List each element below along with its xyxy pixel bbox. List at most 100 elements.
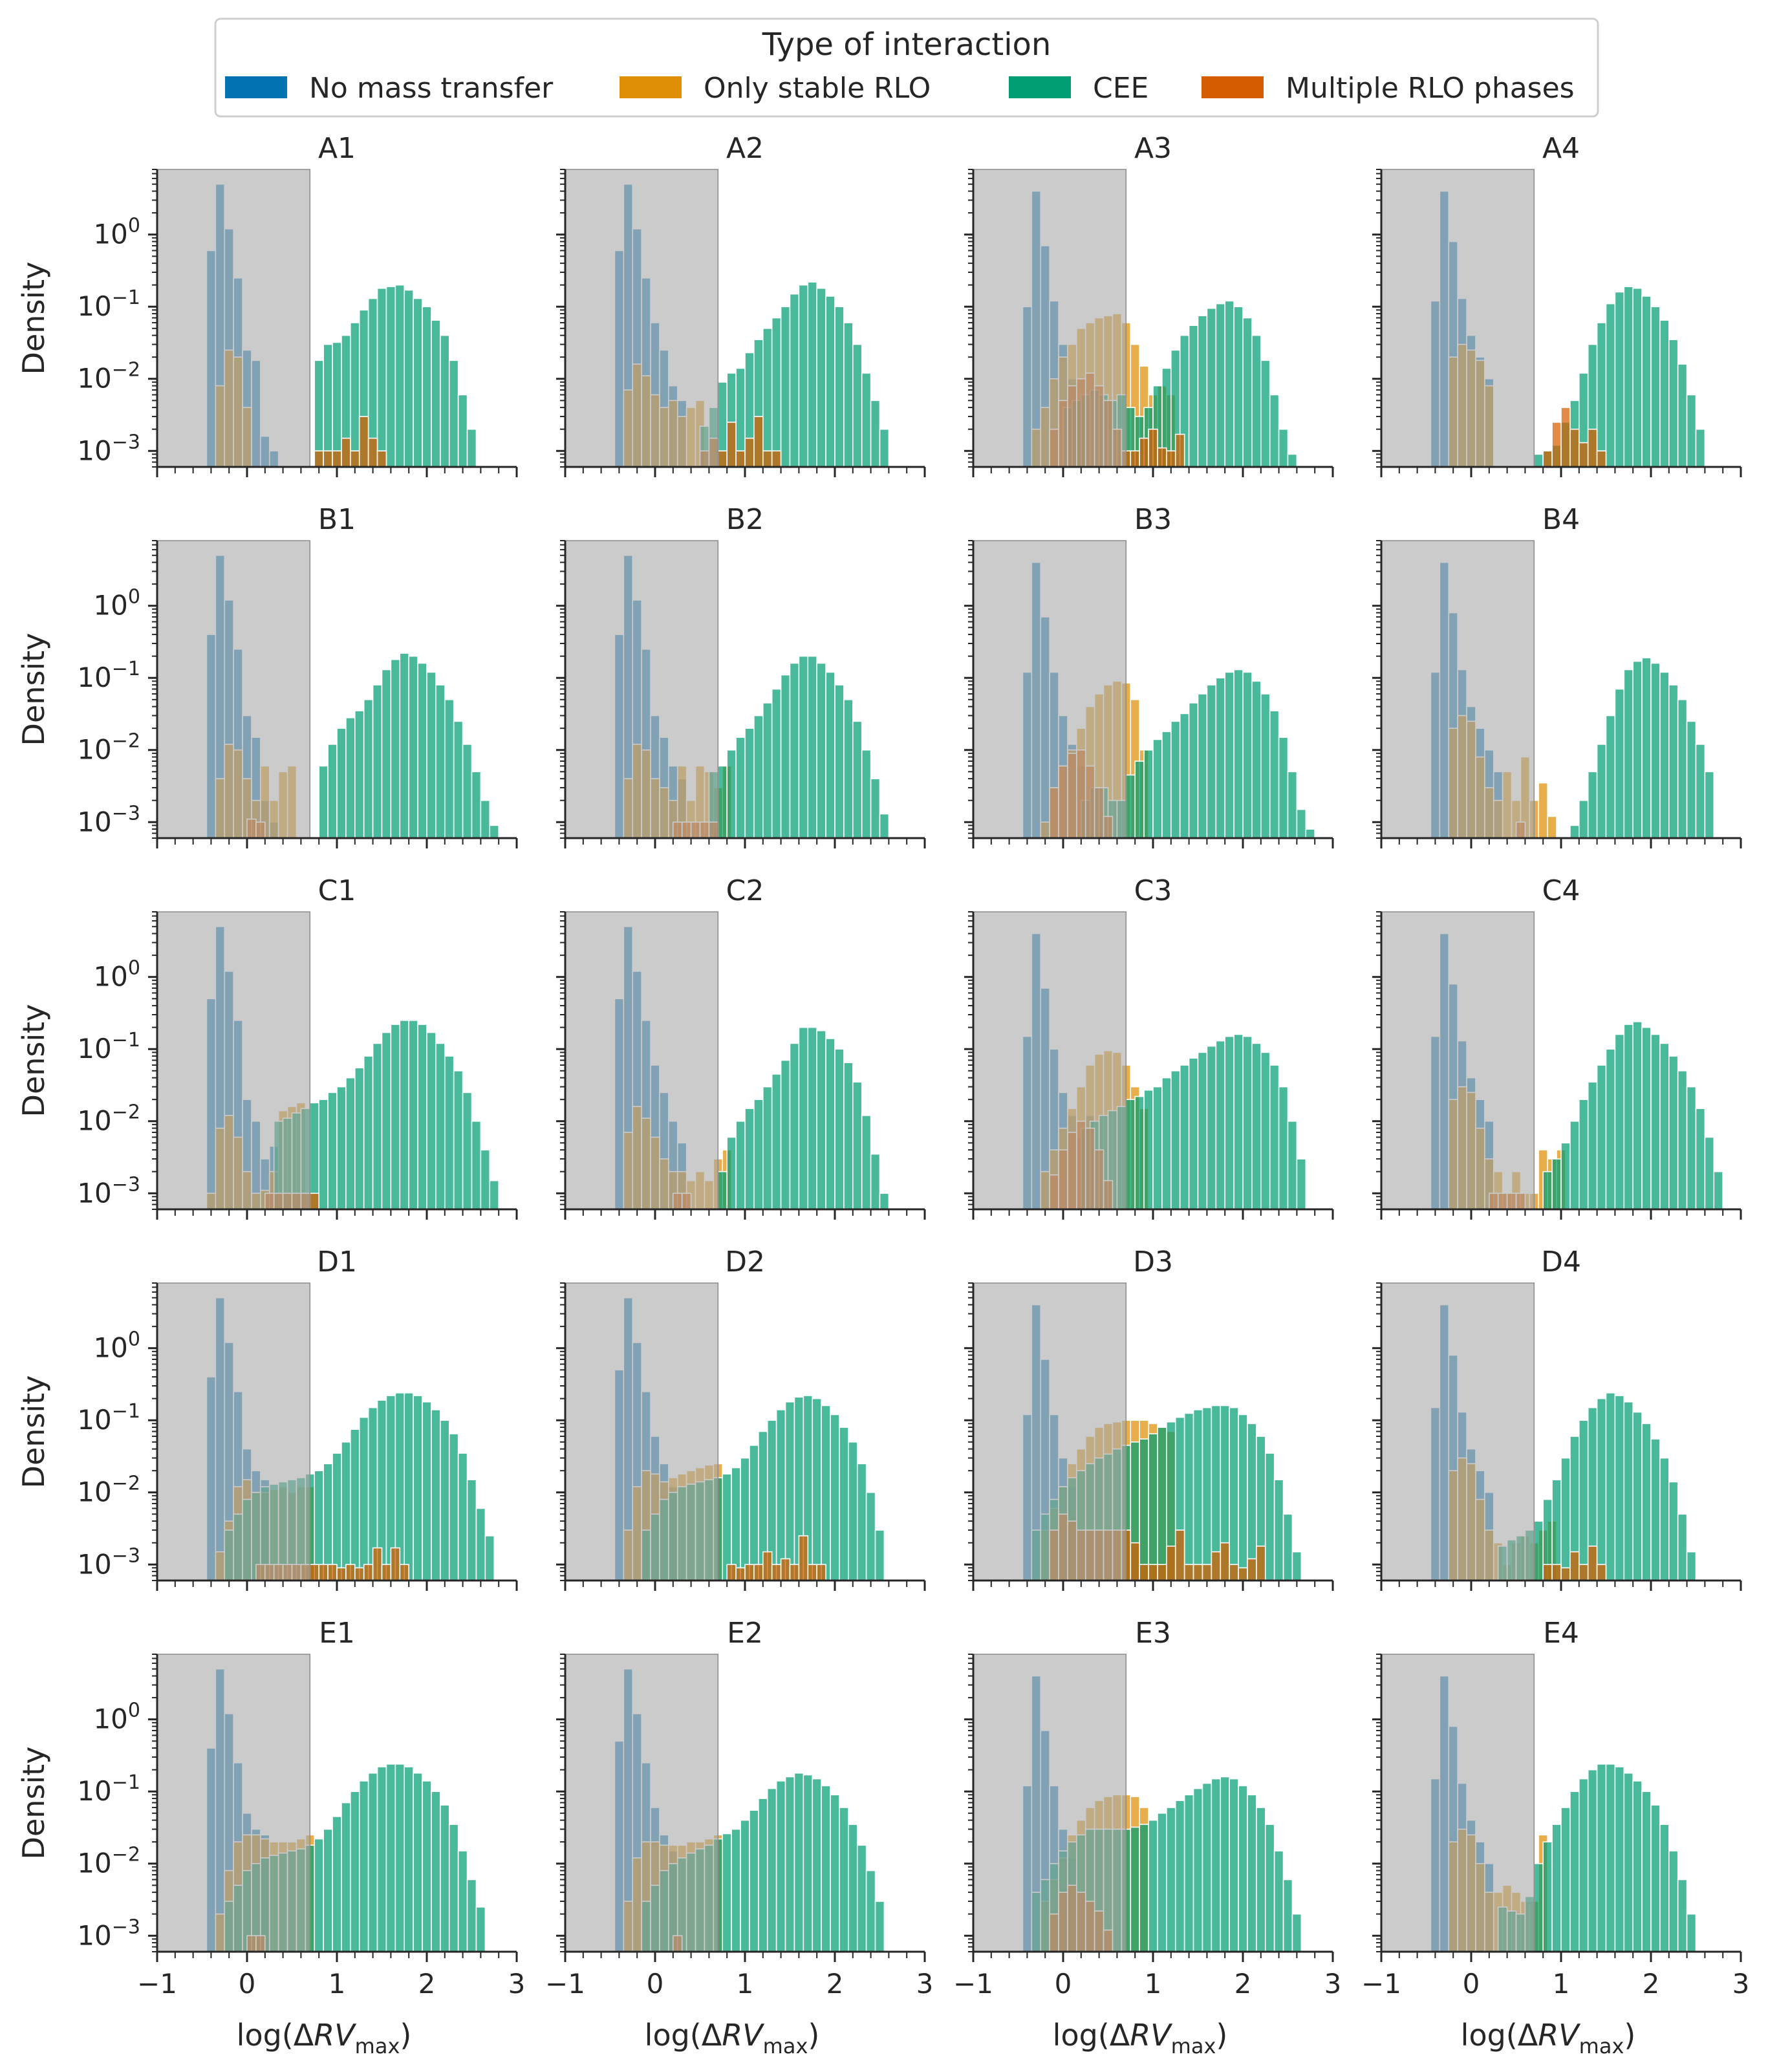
bar-cee	[1551, 1824, 1562, 1952]
panel-e4: E4 −1 0 1 2 3 log(ΔRVmax)	[1361, 1617, 1749, 2058]
bar-multi	[323, 450, 333, 468]
bar-cee	[762, 1086, 773, 1210]
y-tick-label: 10−1	[77, 286, 140, 322]
bar-cee	[1139, 1438, 1149, 1581]
bar-multi	[771, 1564, 782, 1581]
bar-multi	[753, 1564, 764, 1581]
bar-cee	[1278, 428, 1289, 468]
shaded-region	[156, 169, 311, 468]
x-tick-label: 2	[826, 1968, 844, 2000]
bar-cee	[422, 306, 432, 468]
y-tick-label: 10−2	[77, 1844, 140, 1879]
bar-cee	[1677, 1070, 1688, 1210]
x-tick-label: 0	[647, 1968, 664, 2000]
x-tick-label: 1	[1145, 1968, 1162, 2000]
bar-cee	[717, 1171, 728, 1210]
panel-title-d2: D2	[725, 1246, 765, 1279]
series-cee-b4	[1569, 657, 1715, 839]
bar-cee	[1632, 287, 1643, 468]
bar-cee	[1305, 828, 1316, 839]
bar-cee	[404, 1766, 414, 1952]
bar-cee	[345, 1077, 356, 1210]
bar-cee	[1677, 1513, 1688, 1581]
bar-cee	[466, 1879, 477, 1952]
bar-multi	[717, 450, 728, 468]
bar-cee	[1264, 1824, 1275, 1952]
bar-cee	[471, 771, 482, 839]
panel-d1: D1 100 10−1 10−2 10−3 Density	[16, 1246, 518, 1591]
bar-cee	[1569, 1120, 1580, 1210]
bar-cee	[843, 1062, 854, 1210]
bar-cee	[1215, 303, 1226, 468]
bar-cee	[789, 1042, 800, 1210]
bar-cee	[1650, 1804, 1661, 1952]
bar-multi	[336, 1567, 347, 1581]
bar-cee	[390, 658, 401, 839]
shaded-region	[565, 1654, 719, 1952]
bar-cee	[1282, 1513, 1293, 1581]
bar-cee	[1677, 363, 1688, 468]
bar-cee	[327, 1092, 338, 1210]
bar-multi	[1542, 450, 1553, 468]
bar-cee	[1686, 720, 1697, 839]
bar-cee	[775, 1780, 786, 1952]
bar-cee	[1215, 1040, 1226, 1210]
bar-cee	[861, 372, 872, 468]
bar-cee	[448, 1824, 459, 1952]
bar-multi	[1256, 1545, 1266, 1581]
bar-cee	[408, 1020, 418, 1210]
bar-multi	[762, 1551, 773, 1581]
bar-cee	[1143, 1089, 1154, 1210]
bar-cee	[314, 1838, 324, 1952]
bar-cee	[1224, 1035, 1234, 1210]
bar-cee	[744, 728, 755, 839]
bar-cee	[812, 1778, 822, 1952]
bar-cee	[1125, 774, 1136, 839]
bar-cee	[1533, 1862, 1544, 1952]
x-tick-label: 2	[1643, 1968, 1660, 2000]
bar-cee	[870, 400, 881, 468]
y-tick-label: 10−3	[77, 802, 140, 837]
bar-cee	[1229, 1778, 1239, 1952]
x-tick-label: −1	[137, 1968, 177, 2000]
shaded-region	[565, 169, 719, 468]
shaded-region	[973, 911, 1127, 1210]
bar-multi	[1220, 1542, 1230, 1581]
bar-cee	[1282, 1879, 1293, 1952]
bar-cee	[1632, 1780, 1643, 1952]
bar-cee	[367, 1772, 378, 1952]
bar-multi	[1192, 1564, 1203, 1581]
bar-cee	[1179, 713, 1190, 839]
y-tick-label: 10−2	[77, 1101, 140, 1137]
bar-cee	[1179, 1064, 1190, 1210]
x-tick-label: 2	[418, 1968, 436, 2000]
legend-label-none: No mass transfer	[309, 72, 554, 105]
panel-e1: E1 100 10−1 10−2 10−3 Density −1 0 1 2 3 log(ΔRVmax…	[16, 1617, 525, 2058]
bar-cee	[422, 1780, 432, 1952]
bar-cee	[404, 289, 414, 468]
panel-a4: A4	[1372, 132, 1742, 477]
bar-cee	[448, 360, 459, 468]
bar-cee	[1579, 799, 1589, 839]
panel-e3: E3 −1 0 1 2 3 log(ΔRVmax)	[953, 1617, 1341, 2058]
bar-cee	[1197, 693, 1208, 839]
bar-cee	[874, 1901, 885, 1952]
panel-title-d1: D1	[317, 1246, 357, 1279]
bar-cee	[1596, 744, 1607, 839]
bar-cee	[332, 1816, 342, 1952]
bar-cee	[1650, 1438, 1661, 1581]
bar-cee	[1579, 1099, 1589, 1210]
bar-cee	[1296, 808, 1307, 839]
shaded-region	[156, 540, 311, 839]
bar-cee	[865, 1491, 876, 1581]
bar-cee	[793, 1772, 804, 1952]
bar-cee	[726, 1136, 737, 1210]
bar-cee	[1251, 1042, 1262, 1210]
bar-cee	[1623, 1772, 1634, 1952]
bar-cee	[798, 1026, 809, 1210]
bar-cee	[744, 1108, 755, 1210]
bar-cee	[1605, 1392, 1616, 1581]
bar-cee	[1695, 744, 1706, 839]
bar-stable	[1538, 782, 1548, 839]
bar-cee	[484, 1535, 495, 1581]
